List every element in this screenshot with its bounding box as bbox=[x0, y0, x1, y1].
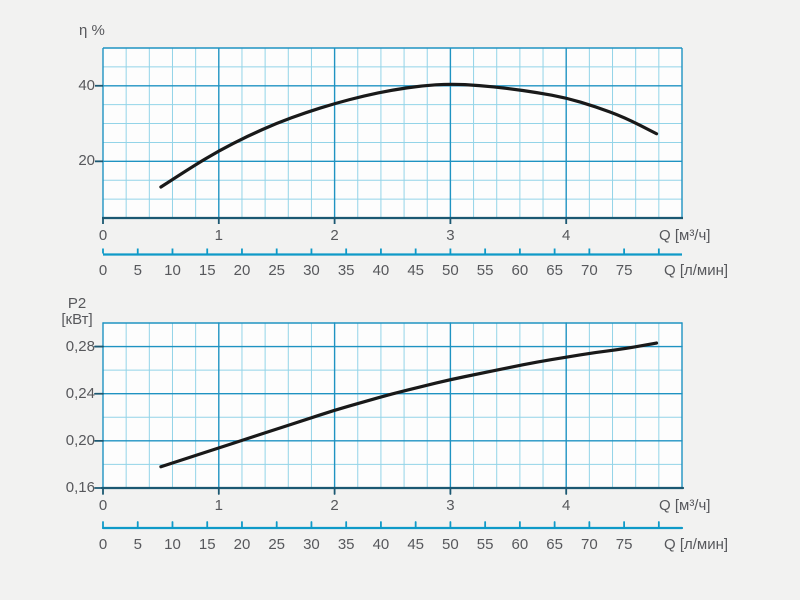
lpm-tick-label: 75 bbox=[615, 262, 633, 279]
lpm-tick-label: 15 bbox=[198, 536, 216, 553]
flow-lpm-axis-title-top: Q [л/мин] bbox=[664, 262, 729, 279]
lpm-tick-label: 60 bbox=[511, 262, 529, 279]
power-axis-unit-label: P2 [кВт] bbox=[54, 296, 100, 328]
lpm-tick-label: 20 bbox=[233, 262, 251, 279]
x-tick-label: 2 bbox=[330, 227, 339, 244]
lpm-tick-label: 5 bbox=[133, 536, 142, 553]
x-tick-label: 0 bbox=[98, 227, 108, 244]
lpm-tick-label: 60 bbox=[511, 536, 529, 553]
lpm-tick-label: 40 bbox=[372, 536, 390, 553]
lpm-tick-label: 75 bbox=[615, 536, 633, 553]
y-tick-label: 0,28 bbox=[65, 337, 95, 355]
lpm-tick-label: 45 bbox=[407, 536, 424, 553]
x-tick-label: 4 bbox=[562, 227, 571, 244]
y-tick-label: 0,20 bbox=[65, 431, 95, 449]
y-tick-label: 0,16 bbox=[65, 479, 95, 496]
y-tick-label: 20 bbox=[78, 152, 95, 170]
power-axis-unit-line2: [кВт] bbox=[61, 311, 93, 328]
efficiency-axis-unit-label: η % bbox=[79, 22, 105, 39]
lpm-tick-label: 10 bbox=[164, 536, 181, 553]
lpm-tick-label: 50 bbox=[442, 262, 459, 279]
y-tick-label: 40 bbox=[78, 76, 95, 94]
lpm-tick-label: 25 bbox=[268, 262, 286, 279]
x-tick-label: 1 bbox=[214, 227, 223, 244]
lpm-tick-label: 0 bbox=[98, 536, 108, 553]
flow-m3h-axis-title-top: Q [м³/ч] bbox=[659, 227, 711, 244]
lpm-tick-label: 55 bbox=[476, 262, 494, 279]
lpm-tick-label: 70 bbox=[581, 536, 598, 553]
lpm-tick-label: 65 bbox=[546, 262, 563, 279]
power-axis-unit-line1: P2 bbox=[67, 295, 87, 312]
lpm-tick-label: 30 bbox=[303, 536, 320, 553]
x-tick-label: 4 bbox=[562, 497, 571, 514]
lpm-tick-label: 70 bbox=[581, 262, 598, 279]
lpm-tick-label: 20 bbox=[233, 536, 251, 553]
x-tick-label: 3 bbox=[446, 227, 455, 244]
lpm-tick-label: 30 bbox=[303, 262, 320, 279]
x-tick-label: 0 bbox=[98, 497, 108, 514]
lpm-tick-label: 45 bbox=[407, 262, 424, 279]
lpm-tick-label: 55 bbox=[476, 536, 494, 553]
lpm-tick-label: 5 bbox=[133, 262, 142, 279]
x-tick-label: 2 bbox=[330, 497, 339, 514]
lpm-tick-label: 0 bbox=[98, 262, 108, 279]
lpm-tick-label: 35 bbox=[337, 536, 355, 553]
y-tick-label: 0,24 bbox=[65, 384, 95, 402]
lpm-tick-label: 10 bbox=[164, 262, 181, 279]
flow-lpm-axis-title-bottom: Q [л/мин] bbox=[664, 536, 729, 553]
lpm-tick-label: 35 bbox=[337, 262, 355, 279]
flow-m3h-axis-title-bottom: Q [м³/ч] bbox=[659, 497, 711, 514]
lpm-tick-label: 65 bbox=[546, 536, 563, 553]
lpm-tick-label: 15 bbox=[198, 262, 216, 279]
x-tick-label: 3 bbox=[446, 497, 455, 514]
x-tick-label: 1 bbox=[214, 497, 223, 514]
lpm-tick-label: 25 bbox=[268, 536, 286, 553]
lpm-tick-label: 50 bbox=[442, 536, 459, 553]
lpm-tick-label: 40 bbox=[372, 262, 390, 279]
